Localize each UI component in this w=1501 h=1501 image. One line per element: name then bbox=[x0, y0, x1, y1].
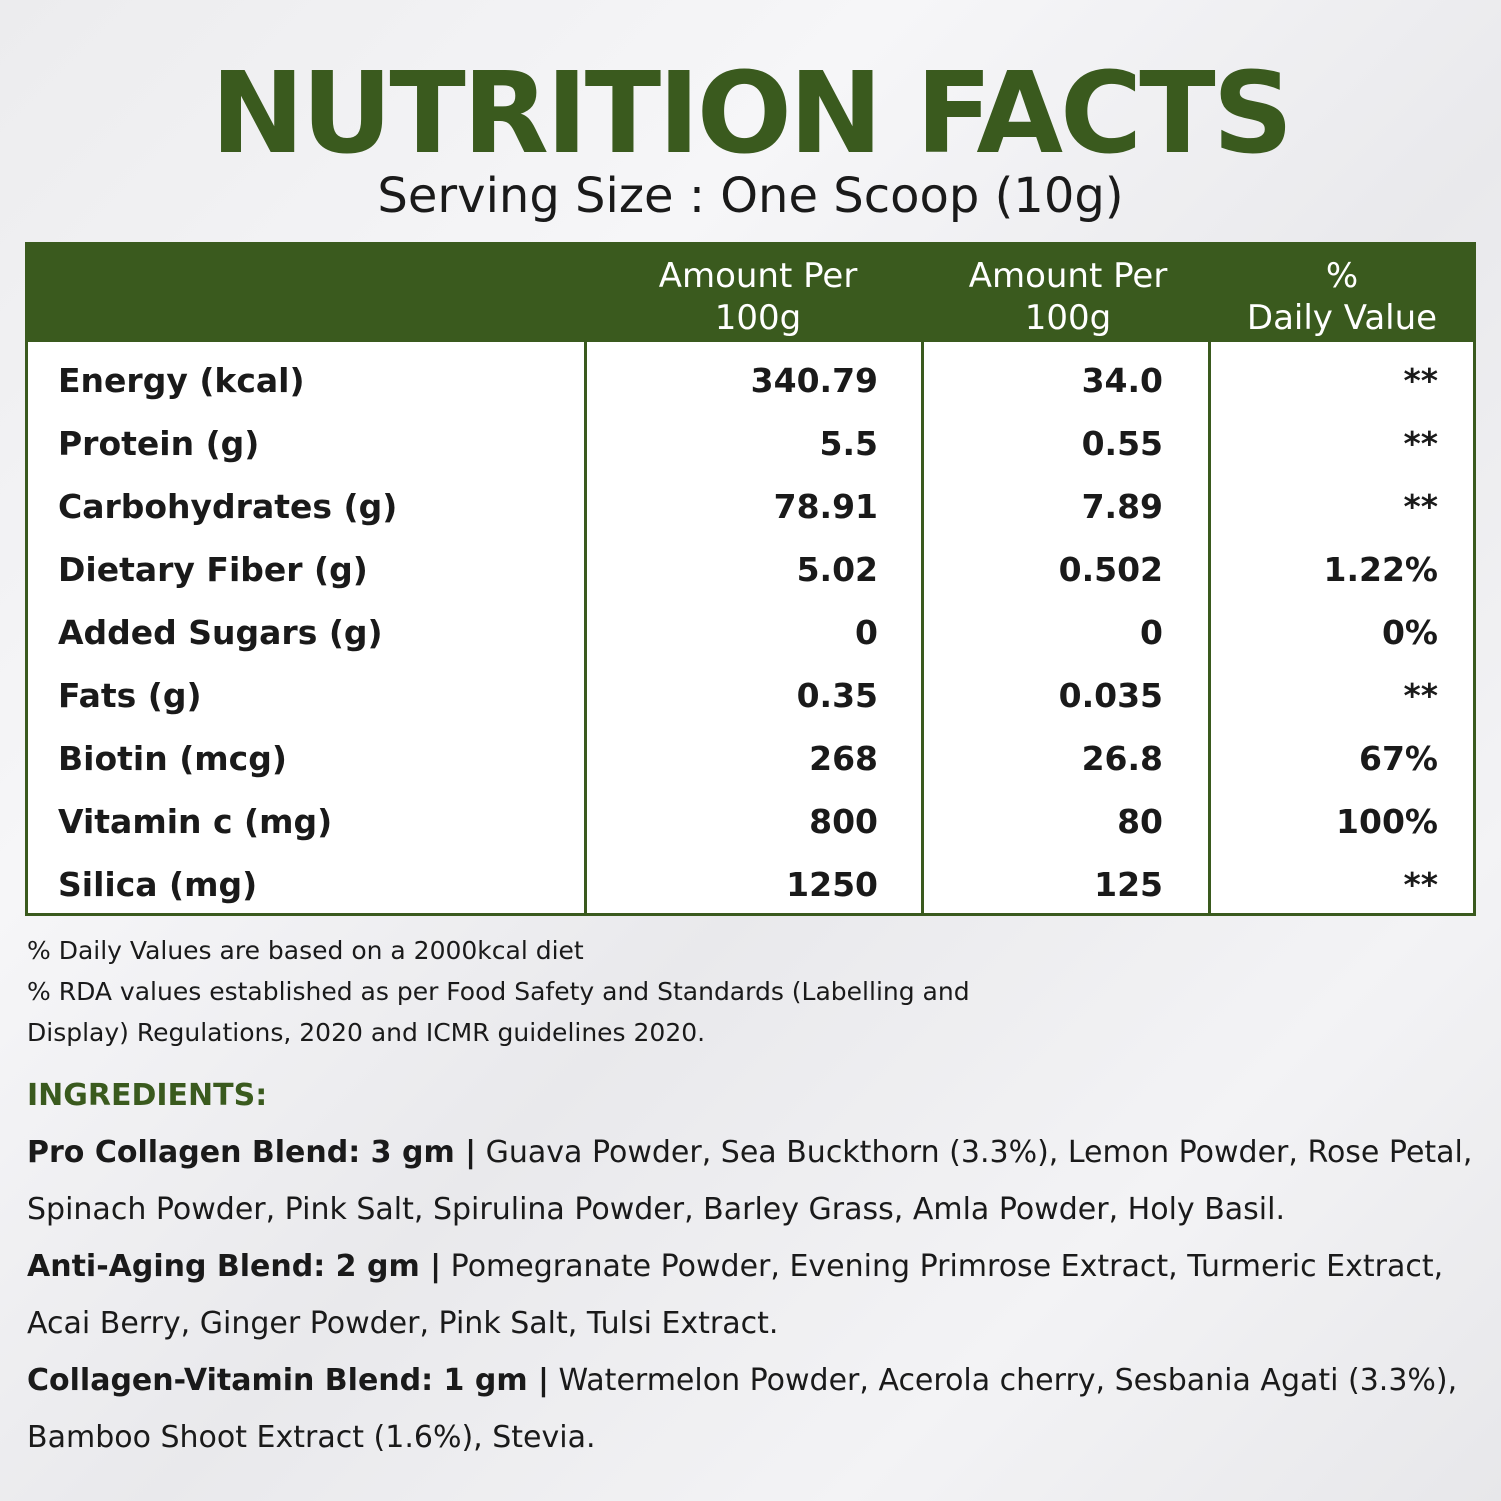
ingredients-list: Pro Collagen Blend: 3 gm | Guava Powder,… bbox=[27, 1124, 1477, 1466]
column-header-line: Amount Per bbox=[968, 256, 1168, 296]
table-row: Added Sugars (g) 0 0 0% bbox=[28, 601, 1473, 664]
amount-per-100g: 0.35 bbox=[796, 676, 878, 715]
footnote-rda-continued: Display) Regulations, 2020 and ICMR guid… bbox=[27, 1018, 706, 1047]
column-header-line: 100g bbox=[714, 298, 802, 338]
column-divider bbox=[1208, 342, 1211, 916]
column-header-per-100g: Amount Per 100g bbox=[608, 255, 908, 339]
daily-value: 100% bbox=[1336, 802, 1438, 841]
blend-items: Pomegranate Powder, Evening Primrose Ext… bbox=[27, 1249, 1444, 1341]
footnote-daily-values: % Daily Values are based on a 2000kcal d… bbox=[27, 936, 584, 965]
nutrient-name: Biotin (mcg) bbox=[58, 739, 287, 778]
amount-per-100g: 0 bbox=[855, 613, 878, 652]
daily-value: ** bbox=[1403, 424, 1438, 463]
daily-value: ** bbox=[1403, 487, 1438, 526]
blend-name: Collagen-Vitamin Blend: 1 gm | bbox=[27, 1363, 550, 1398]
column-header-line: Amount Per bbox=[658, 256, 858, 296]
table-row: Protein (g) 5.5 0.55 ** bbox=[28, 412, 1473, 475]
nutrient-name: Silica (mg) bbox=[58, 865, 258, 904]
column-divider bbox=[921, 342, 924, 916]
amount-per-serving: 0.035 bbox=[1058, 676, 1163, 715]
daily-value: 1.22% bbox=[1323, 550, 1439, 589]
blend-name: Anti-Aging Blend: 2 gm | bbox=[27, 1249, 442, 1284]
daily-value: ** bbox=[1403, 361, 1438, 400]
table-header: Amount Per 100g Amount Per 100g % Daily … bbox=[28, 245, 1473, 342]
table-row: Fats (g) 0.35 0.035 ** bbox=[28, 664, 1473, 727]
nutrient-name: Energy (kcal) bbox=[58, 361, 305, 400]
amount-per-100g: 800 bbox=[809, 802, 878, 841]
amount-per-100g: 5.02 bbox=[796, 550, 878, 589]
daily-value: ** bbox=[1403, 676, 1438, 715]
column-header-line: % bbox=[1325, 256, 1359, 296]
nutrient-name: Protein (g) bbox=[58, 424, 260, 463]
nutrient-name: Fats (g) bbox=[58, 676, 202, 715]
table-row: Biotin (mcg) 268 26.8 67% bbox=[28, 727, 1473, 790]
column-divider bbox=[584, 342, 587, 916]
column-header-line: Daily Value bbox=[1246, 298, 1438, 338]
amount-per-serving: 0.55 bbox=[1081, 424, 1163, 463]
column-header-line: 100g bbox=[1024, 298, 1112, 338]
ingredients-heading: INGREDIENTS: bbox=[27, 1078, 268, 1113]
amount-per-100g: 5.5 bbox=[819, 424, 878, 463]
daily-value: 67% bbox=[1359, 739, 1438, 778]
daily-value: 0% bbox=[1381, 613, 1438, 652]
daily-value: ** bbox=[1403, 865, 1438, 904]
nutrient-name: Vitamin c (mg) bbox=[58, 802, 333, 841]
amount-per-100g: 78.91 bbox=[773, 487, 878, 526]
column-header-daily-value: % Daily Value bbox=[1211, 255, 1473, 339]
column-header-per-serving: Amount Per 100g bbox=[923, 255, 1213, 339]
blend-items: Watermelon Powder, Acerola cherry, Sesba… bbox=[27, 1363, 1458, 1455]
footnotes: % Daily Values are based on a 2000kcal d… bbox=[27, 930, 1027, 1053]
nutrient-name: Added Sugars (g) bbox=[58, 613, 383, 652]
blend-items: Guava Powder, Sea Buckthorn (3.3%), Lemo… bbox=[27, 1135, 1473, 1227]
table-row: Vitamin c (mg) 800 80 100% bbox=[28, 790, 1473, 853]
table-row: Carbohydrates (g) 78.91 7.89 ** bbox=[28, 475, 1473, 538]
amount-per-100g: 340.79 bbox=[750, 361, 878, 400]
amount-per-serving: 26.8 bbox=[1081, 739, 1163, 778]
amount-per-serving: 0.502 bbox=[1058, 550, 1163, 589]
amount-per-serving: 80 bbox=[1117, 802, 1163, 841]
footnote-rda: % RDA values established as per Food Saf… bbox=[27, 977, 970, 1006]
table-row: Silica (mg) 1250 125 ** bbox=[28, 853, 1473, 916]
amount-per-serving: 7.89 bbox=[1081, 487, 1163, 526]
nutrition-table: Amount Per 100g Amount Per 100g % Daily … bbox=[25, 242, 1476, 916]
nutrient-name: Dietary Fiber (g) bbox=[58, 550, 368, 589]
amount-per-serving: 34.0 bbox=[1081, 361, 1163, 400]
serving-size: Serving Size : One Scoop (10g) bbox=[377, 168, 1124, 224]
blend-paragraph: Pro Collagen Blend: 3 gm | Guava Powder,… bbox=[27, 1124, 1477, 1238]
amount-per-serving: 125 bbox=[1094, 865, 1163, 904]
blend-paragraph: Anti-Aging Blend: 2 gm | Pomegranate Pow… bbox=[27, 1238, 1477, 1352]
table-row: Dietary Fiber (g) 5.02 0.502 1.22% bbox=[28, 538, 1473, 601]
amount-per-serving: 0 bbox=[1140, 613, 1163, 652]
blend-name: Pro Collagen Blend: 3 gm | bbox=[27, 1135, 477, 1170]
amount-per-100g: 1250 bbox=[786, 865, 878, 904]
nutrient-name: Carbohydrates (g) bbox=[58, 487, 398, 526]
table-row: Energy (kcal) 340.79 34.0 ** bbox=[28, 349, 1473, 412]
blend-paragraph: Collagen-Vitamin Blend: 1 gm | Watermelo… bbox=[27, 1352, 1477, 1466]
amount-per-100g: 268 bbox=[809, 739, 878, 778]
page-title: NUTRITION FACTS bbox=[210, 49, 1294, 179]
